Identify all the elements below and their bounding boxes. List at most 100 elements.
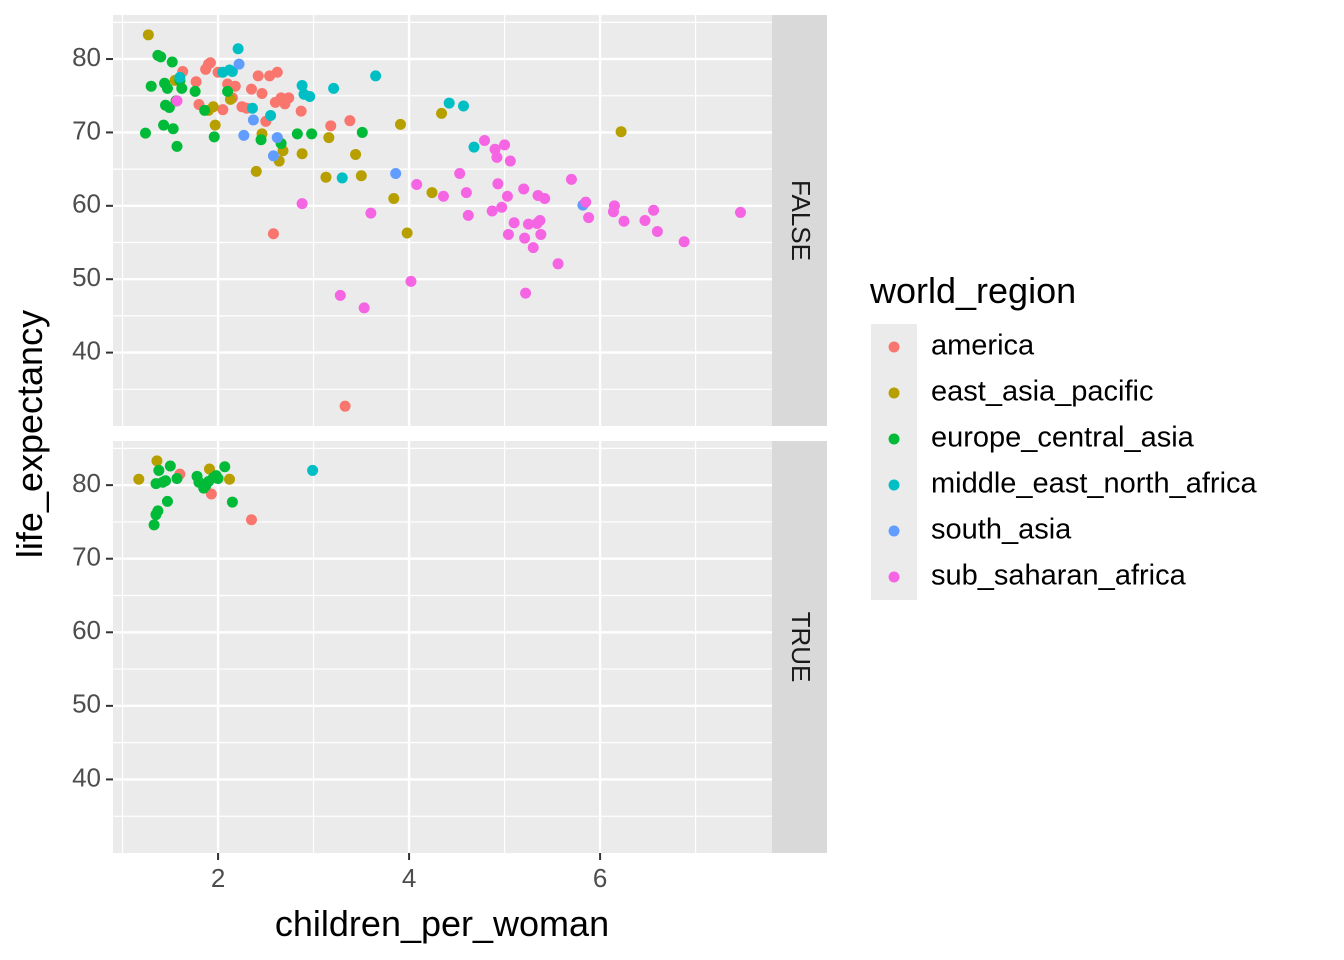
data-point-sub_saharan_africa — [502, 228, 514, 240]
data-point-sub_saharan_africa — [496, 201, 508, 213]
data-point-america — [245, 83, 257, 95]
legend-key-europe_central_asia — [888, 433, 900, 445]
data-point-sub_saharan_africa — [651, 226, 663, 238]
data-point-sub_saharan_africa — [171, 95, 183, 107]
data-point-america — [245, 514, 257, 526]
data-point-europe_central_asia — [222, 85, 234, 97]
data-point-europe_central_asia — [176, 82, 188, 94]
legend-label-middle_east_north_africa: middle_east_north_africa — [931, 468, 1258, 500]
data-point-south_asia — [271, 132, 283, 144]
y-tick-label: 40 — [72, 335, 101, 365]
x-tick-label: 2 — [211, 863, 225, 893]
data-point-south_asia — [267, 150, 279, 162]
data-point-south_asia — [247, 114, 259, 126]
data-point-sub_saharan_africa — [527, 242, 539, 254]
data-point-middle_east_north_africa — [226, 66, 238, 78]
data-point-sub_saharan_africa — [539, 192, 551, 204]
data-point-europe_central_asia — [356, 126, 368, 138]
data-point-europe_central_asia — [152, 505, 164, 517]
data-point-europe_central_asia — [219, 461, 231, 473]
data-point-europe_central_asia — [161, 82, 173, 94]
data-point-sub_saharan_africa — [734, 206, 746, 218]
panel-true-points — [133, 455, 319, 531]
y-axis-title: life_expectancy — [9, 310, 50, 558]
data-point-sub_saharan_africa — [405, 275, 417, 287]
data-point-europe_central_asia — [153, 464, 165, 476]
data-point-europe_central_asia — [208, 131, 220, 143]
panel-true: TRUE — [113, 441, 827, 853]
y-tick-label: 70 — [72, 542, 101, 572]
data-point-europe_central_asia — [171, 140, 183, 152]
data-point-sub_saharan_africa — [518, 183, 530, 195]
data-point-sub_saharan_africa — [552, 258, 564, 270]
panel-true-background — [113, 441, 772, 853]
panel-false: FALSE — [113, 15, 827, 426]
legend-label-europe_central_asia: europe_central_asia — [931, 422, 1195, 454]
data-point-middle_east_north_africa — [304, 90, 316, 102]
data-point-sub_saharan_africa — [365, 207, 377, 219]
y-tick-label: 50 — [72, 262, 101, 292]
data-point-europe_central_asia — [171, 473, 183, 485]
data-point-america — [256, 88, 268, 100]
y-tick-label: 50 — [72, 689, 101, 719]
data-point-sub_saharan_africa — [504, 155, 516, 167]
data-point-sub_saharan_africa — [486, 205, 498, 217]
y-axis-false: 40 50 60 70 80 — [72, 42, 113, 365]
data-point-east_asia_pacific — [209, 119, 221, 131]
data-point-america — [283, 92, 295, 104]
data-point-america — [217, 104, 229, 116]
data-point-middle_east_north_africa — [370, 70, 382, 82]
strip-false-background — [772, 15, 827, 426]
data-point-sub_saharan_africa — [296, 198, 308, 210]
data-point-east_asia_pacific — [615, 126, 627, 138]
legend: world_region america east_asia_pacificeur… — [869, 270, 1258, 600]
data-point-sub_saharan_africa — [608, 200, 620, 212]
data-point-middle_east_north_africa — [232, 43, 244, 55]
panel-true-grid — [113, 441, 772, 853]
strip-true-label: TRUE — [786, 612, 816, 683]
data-point-europe_central_asia — [164, 460, 176, 472]
data-point-europe_central_asia — [167, 123, 179, 135]
data-point-east_asia_pacific — [436, 107, 448, 119]
data-point-sub_saharan_africa — [519, 232, 531, 244]
data-point-east_asia_pacific — [401, 227, 413, 239]
data-point-south_asia — [390, 168, 402, 180]
data-point-sub_saharan_africa — [479, 135, 491, 147]
data-point-america — [295, 105, 307, 117]
data-point-sub_saharan_africa — [499, 139, 511, 151]
data-point-europe_central_asia — [155, 51, 167, 63]
y-tick-label: 80 — [72, 468, 101, 498]
data-point-middle_east_north_africa — [458, 100, 470, 112]
data-point-sub_saharan_africa — [583, 212, 595, 224]
legend-key-background — [871, 324, 917, 600]
data-point-america — [204, 57, 216, 69]
data-point-east_asia_pacific — [394, 118, 406, 130]
data-point-europe_central_asia — [158, 119, 170, 131]
strip-true-background — [772, 441, 827, 853]
data-point-sub_saharan_africa — [522, 218, 534, 230]
data-point-sub_saharan_africa — [437, 190, 449, 202]
data-point-middle_east_north_africa — [246, 102, 258, 114]
legend-title: world_region — [869, 270, 1076, 311]
y-tick-label: 60 — [72, 189, 101, 219]
y-tick-label: 80 — [72, 42, 101, 72]
y-tick-label: 40 — [72, 762, 101, 792]
data-point-europe_central_asia — [212, 473, 224, 485]
legend-label-sub_saharan_africa: sub_saharan_africa — [931, 560, 1187, 592]
data-point-east_asia_pacific — [133, 473, 145, 485]
legend-label-south_asia: south_asia — [931, 514, 1072, 546]
data-point-europe_central_asia — [161, 495, 173, 507]
legend-items: america east_asia_pacific europe_central_a… — [871, 324, 1258, 600]
panel-false-points — [139, 29, 746, 412]
data-point-east_asia_pacific — [224, 473, 236, 485]
panel-false-grid — [113, 15, 772, 426]
data-point-america — [267, 228, 279, 240]
data-point-middle_east_north_africa — [468, 141, 480, 153]
legend-label-east_asia_pacific: east_asia_pacific — [931, 376, 1153, 408]
data-point-south_asia — [238, 129, 250, 141]
data-point-europe_central_asia — [226, 496, 238, 508]
data-point-sub_saharan_africa — [639, 215, 651, 226]
data-point-sub_saharan_africa — [501, 190, 513, 202]
data-point-middle_east_north_africa — [174, 71, 186, 83]
data-point-sub_saharan_africa — [534, 215, 546, 226]
